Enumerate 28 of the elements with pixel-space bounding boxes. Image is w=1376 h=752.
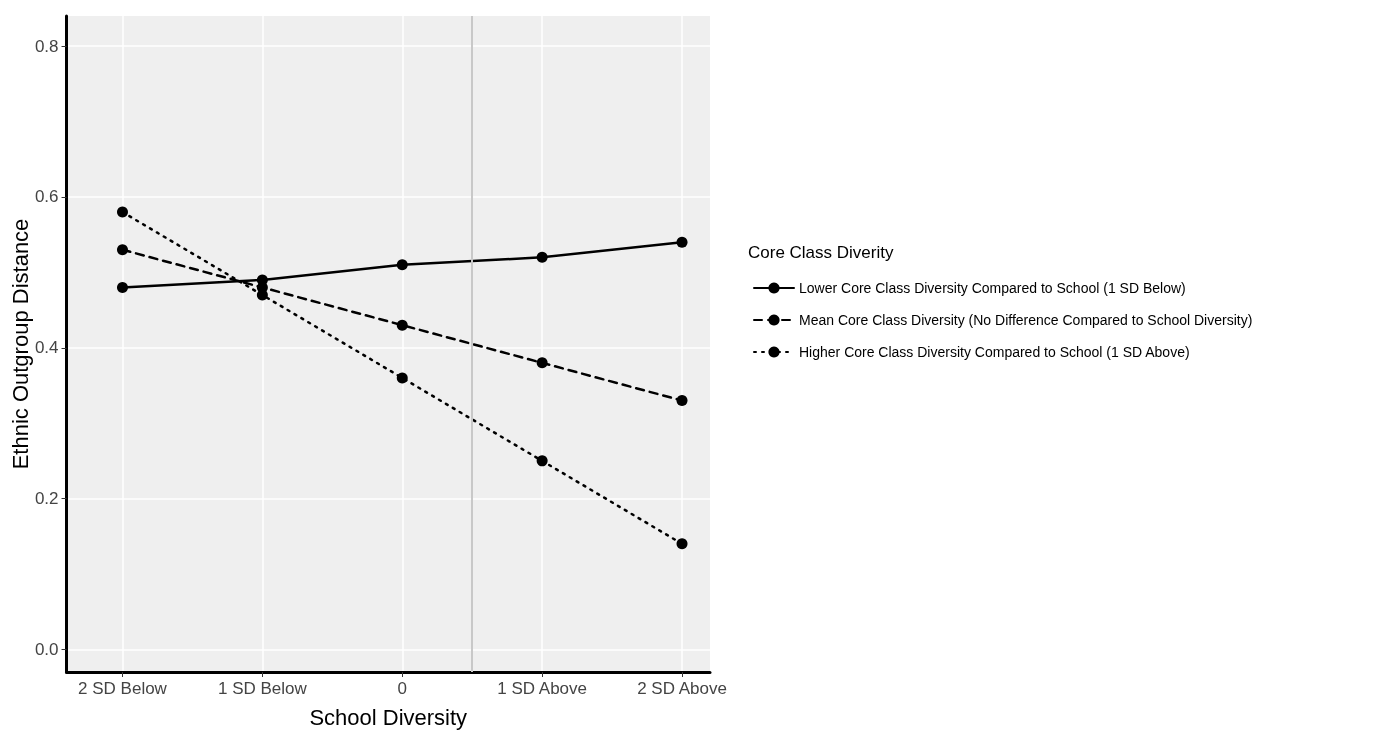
- legend-label: Lower Core Class Diversity Compared to School (1 SD Below): [799, 280, 1186, 296]
- x-tick-label: 2 SD Below: [78, 679, 168, 698]
- point: [117, 244, 128, 256]
- x-tick-label: 0: [397, 679, 407, 698]
- point: [676, 538, 688, 550]
- x-tick-label: 2 SD Above: [637, 679, 727, 698]
- legend-label: Mean Core Class Diversity (No Difference Compared to School Diversity): [799, 312, 1253, 328]
- point: [536, 455, 548, 467]
- point: [676, 395, 688, 407]
- x-axis-title: School Diversity: [309, 704, 468, 730]
- point: [117, 206, 128, 218]
- x-tick-label: 1 SD Above: [497, 679, 588, 698]
- legend-title: Core Class Diverity: [748, 243, 894, 262]
- y-tick-label: 0.6: [34, 187, 59, 207]
- point: [536, 251, 548, 263]
- point: [676, 236, 688, 248]
- x-tick-label: 1 SD Below: [217, 679, 308, 698]
- point: [536, 357, 548, 369]
- point: [396, 372, 408, 384]
- y-tick-label: 0.4: [34, 338, 59, 358]
- point: [396, 319, 408, 331]
- y-tick-label: 0.8: [34, 36, 59, 56]
- y-axis-title: Ethnic Outgroup Distance: [7, 218, 33, 470]
- point: [396, 259, 408, 271]
- y-tick-label: 0.0: [34, 639, 59, 659]
- legend-label: Higher Core Class Diversity Compared to School (1 SD Above): [799, 344, 1190, 360]
- point: [117, 281, 128, 293]
- y-tick-label: 0.2: [34, 489, 59, 509]
